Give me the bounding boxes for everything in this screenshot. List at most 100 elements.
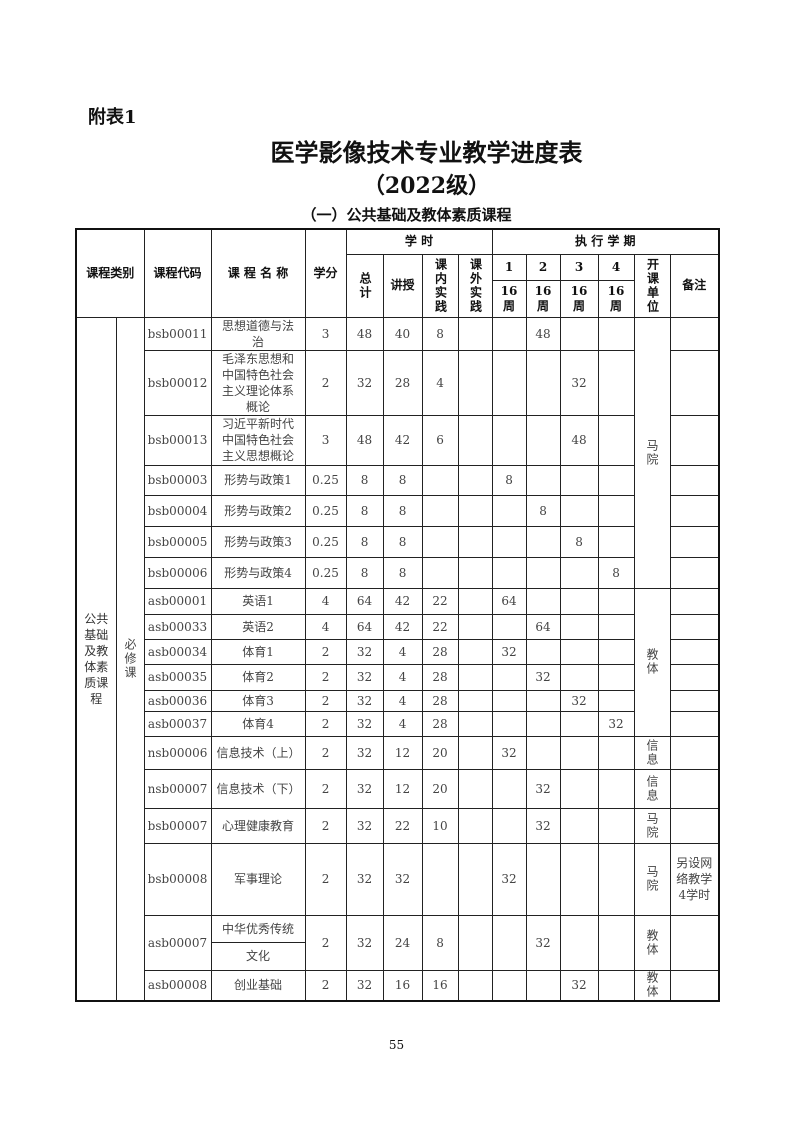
table-row: asb00034 体育1 2 32 4 28 32 [76,638,720,665]
credit: 3 [304,414,347,466]
remark [669,525,720,558]
table-row: asb00008 创业基础 2 32 16 16 32 教体 [76,969,720,1002]
remark [669,735,720,770]
course-name: 体育4 [210,710,306,737]
course-name: 英语1 [210,587,306,615]
semester-3-hours [559,464,599,496]
lecture-hours: 4 [382,663,423,691]
header-credit: 学分 [304,228,347,318]
header-sem-4: 4 [597,253,635,281]
inner-practice: 6 [421,414,459,466]
semester-3-hours [559,638,599,665]
semester-3-hours [559,842,599,916]
course-name: 体育3 [210,689,306,712]
total-hours: 8 [345,556,384,589]
inner-practice [421,494,459,527]
header-outer: 课外实践 [457,253,493,318]
page-number: 55 [388,1038,405,1052]
semester-4-hours [597,663,635,691]
dept-label: 信息 [645,738,660,767]
credit: 2 [304,807,347,844]
credit: 2 [304,914,347,971]
dept-label: 马院 [645,865,660,893]
remark [669,638,720,665]
outer-practice [457,842,493,916]
total-hours: 32 [345,969,384,1002]
credit: 2 [304,349,347,416]
dept-label: 信息 [645,774,660,803]
dept-cell: 信息 [633,768,671,809]
header-semester: 执 行 学 期 [491,228,720,255]
credit: 4 [304,587,347,615]
credit: 2 [304,768,347,809]
semester-4-hours [597,768,635,809]
semester-2-hours: 48 [525,316,561,351]
credit: 2 [304,969,347,1002]
semester-2-hours [525,556,561,589]
dept-cell: 马院 [633,807,671,844]
course-code: bsb00007 [143,807,212,844]
remark [669,556,720,589]
semester-2-hours [525,710,561,737]
semester-4-hours [597,494,635,527]
dept-cell: 信息 [633,735,671,770]
outer-practice [457,914,493,971]
header-lecture: 讲授 [382,253,423,318]
remark [669,464,720,496]
semester-4-hours [597,464,635,496]
semester-2-hours [525,842,561,916]
total-hours: 32 [345,663,384,691]
dept-cell: 马院 [633,316,671,589]
semester-1-hours [491,525,527,558]
total-hours: 64 [345,587,384,615]
semester-1-hours [491,494,527,527]
semester-2-hours [525,349,561,416]
remark [669,689,720,712]
total-hours: 32 [345,689,384,712]
inner-practice: 8 [421,316,459,351]
appendix-label: 附表1 [88,107,137,128]
remark [669,969,720,1002]
table-row: nsb00006 信息技术（上） 2 32 12 20 32 信息 [76,735,720,770]
category-cell: 公共基础及教体素质课程 [75,316,117,1002]
course-name: 心理健康教育 [210,807,306,844]
course-name: 信息技术（下） [210,768,306,809]
course-name: 体育1 [210,638,306,665]
total-hours: 32 [345,638,384,665]
semester-1-hours: 32 [491,638,527,665]
course-code: bsb00003 [143,464,212,496]
table-row: bsb00005 形势与政策3 0.25 8 8 8 [76,525,720,558]
course-name: 毛泽东思想和中国特色社会主义理论体系概论 [210,349,306,416]
semester-2-hours [525,525,561,558]
dept-cell: 教体 [633,587,671,737]
course-name: 形势与政策2 [210,494,306,527]
header-total: 总计 [345,253,384,318]
table-row: nsb00007 信息技术（下） 2 32 12 20 32 信息 [76,768,720,809]
outer-practice [457,349,493,416]
credit: 2 [304,735,347,770]
table-row: bsb00013 习近平新时代中国特色社会主义思想概论 3 48 42 6 48 [76,414,720,466]
header-remark: 备注 [669,253,720,318]
semester-3-hours [559,556,599,589]
semester-3-hours [559,914,599,971]
remark [669,349,720,416]
remark [669,807,720,844]
semester-3-hours [559,494,599,527]
credit: 0.25 [304,494,347,527]
page-title: 医学影像技术专业教学进度表 [270,138,583,167]
semester-2-hours [525,587,561,615]
dept-cell: 马院 [633,842,671,916]
semester-3-hours [559,710,599,737]
header-category: 课程类别 [75,228,145,318]
total-hours: 64 [345,613,384,640]
remark [669,494,720,527]
semester-3-hours [559,316,599,351]
lecture-hours: 12 [382,768,423,809]
semester-1-hours [491,663,527,691]
semester-1-hours: 32 [491,842,527,916]
semester-1-hours [491,613,527,640]
total-hours: 8 [345,494,384,527]
semester-3-hours: 8 [559,525,599,558]
header-inner: 课内实践 [421,253,459,318]
